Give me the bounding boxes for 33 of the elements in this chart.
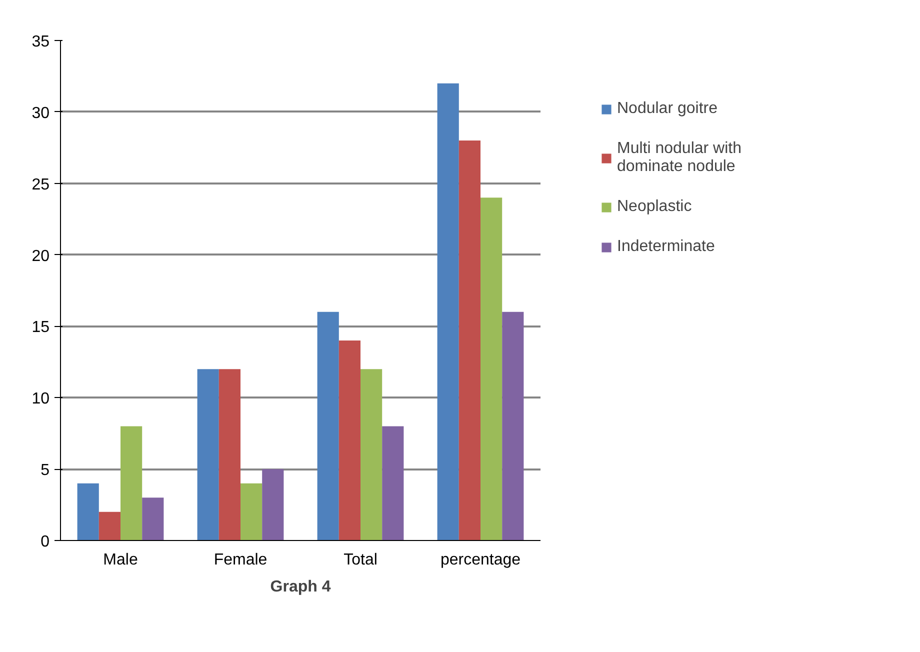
bar bbox=[142, 498, 164, 540]
bar bbox=[480, 198, 502, 540]
y-tick-label: 5 bbox=[40, 462, 50, 480]
bar bbox=[382, 426, 404, 540]
bar bbox=[98, 512, 120, 540]
bar bbox=[360, 369, 382, 540]
bar bbox=[240, 483, 262, 540]
y-tick-label: 20 bbox=[32, 248, 50, 265]
y-tick-label: 30 bbox=[32, 104, 50, 122]
bar bbox=[197, 369, 219, 540]
bar bbox=[218, 369, 240, 540]
x-tick-label: percentage bbox=[440, 552, 521, 568]
bar bbox=[77, 483, 99, 540]
y-tick-label: 15 bbox=[32, 319, 50, 336]
bar bbox=[120, 426, 142, 540]
bar bbox=[317, 312, 339, 540]
bar bbox=[458, 140, 480, 540]
x-tick-label: Female bbox=[214, 552, 268, 568]
legend-label: Nodular goitre bbox=[617, 100, 718, 118]
bar bbox=[262, 469, 284, 540]
y-tick-label: 25 bbox=[32, 176, 50, 194]
bar bbox=[502, 312, 524, 540]
legend-label: Neoplastic bbox=[617, 198, 692, 216]
bar bbox=[338, 340, 360, 540]
legend-label: Indeterminate bbox=[617, 238, 715, 256]
y-tick-label: 0 bbox=[40, 534, 50, 550]
y-tick-label: 10 bbox=[32, 390, 50, 408]
x-tick-label: Male bbox=[103, 552, 138, 568]
x-tick-label: Total bbox=[344, 552, 378, 568]
bar bbox=[437, 83, 459, 540]
legend-label: Multi nodular with dominate nodule bbox=[617, 140, 742, 176]
y-tick-label: 35 bbox=[32, 34, 50, 50]
caption: Graph 4 bbox=[270, 578, 331, 596]
